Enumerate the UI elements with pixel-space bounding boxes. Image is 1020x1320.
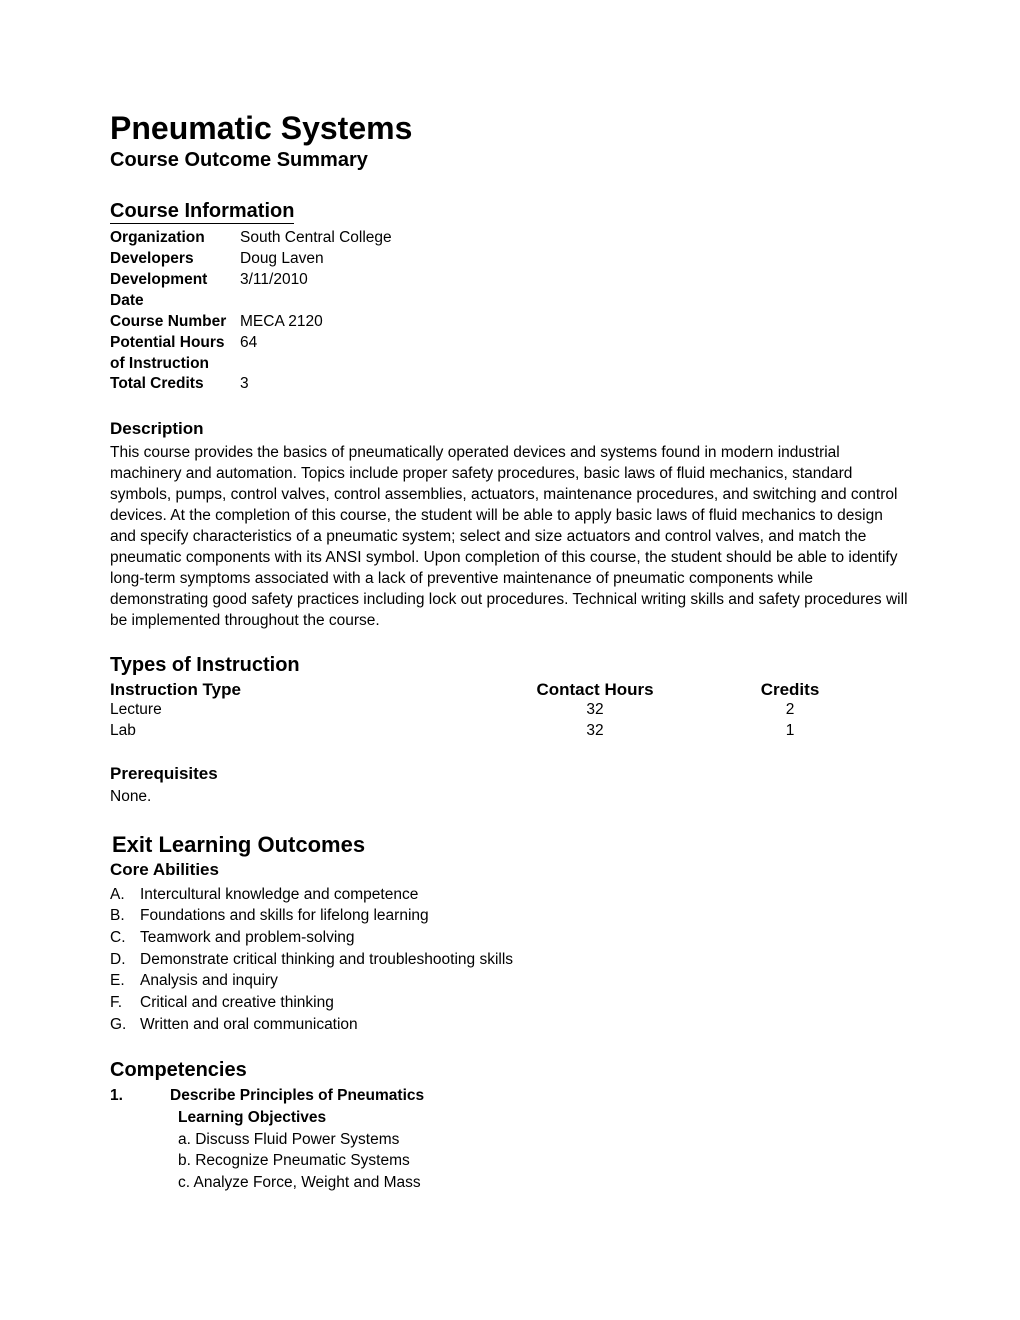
info-label: Developers	[110, 249, 240, 270]
ability-letter: D.	[110, 949, 140, 971]
ability-text: Intercultural knowledge and competence	[140, 884, 910, 906]
ability-row: C. Teamwork and problem-solving	[110, 927, 910, 949]
info-value: MECA 2120	[240, 312, 910, 333]
ability-letter: C.	[110, 927, 140, 949]
description-text: This course provides the basics of pneum…	[110, 443, 910, 631]
info-value: 3	[240, 374, 910, 395]
info-value: South Central College	[240, 228, 910, 249]
course-info-block: Course Information Organization South Ce…	[110, 200, 910, 395]
page-container: Pneumatic Systems Course Outcome Summary…	[0, 0, 1020, 1320]
info-label: Potential Hours of Instruction	[110, 333, 240, 375]
ability-letter: E.	[110, 970, 140, 992]
outcomes-heading: Exit Learning Outcomes	[112, 832, 910, 858]
ability-letter: G.	[110, 1014, 140, 1036]
ability-row: B. Foundations and skills for lifelong l…	[110, 905, 910, 927]
types-heading: Types of Instruction	[110, 654, 910, 676]
description-block: Description This course provides the bas…	[110, 419, 910, 631]
prereq-text: None.	[110, 788, 910, 806]
ability-row: D. Demonstrate critical thinking and tro…	[110, 949, 910, 971]
types-row: Lab 32 1	[110, 721, 910, 742]
competencies-heading: Competencies	[110, 1059, 910, 1081]
abilities-heading: Core Abilities	[110, 860, 910, 880]
col-header-type: Instruction Type	[110, 680, 490, 700]
info-row: Course Number MECA 2120	[110, 312, 910, 333]
info-label: Organization	[110, 228, 240, 249]
types-row: Lecture 32 2	[110, 700, 910, 721]
info-row: Total Credits 3	[110, 374, 910, 395]
objective-row: c. Analyze Force, Weight and Mass	[178, 1172, 910, 1194]
cell-type: Lecture	[110, 700, 490, 721]
info-label: Total Credits	[110, 374, 240, 395]
ability-text: Teamwork and problem-solving	[140, 927, 910, 949]
competency-number: 1.	[110, 1085, 170, 1193]
competencies-block: Competencies 1. Describe Principles of P…	[110, 1059, 910, 1193]
cell-credits: 1	[700, 721, 880, 742]
cell-credits: 2	[700, 700, 880, 721]
info-label: Course Number	[110, 312, 240, 333]
prereq-block: Prerequisites None.	[110, 764, 910, 806]
cell-hours: 32	[490, 721, 700, 742]
ability-text: Analysis and inquiry	[140, 970, 910, 992]
description-heading: Description	[110, 419, 910, 439]
info-label: Development Date	[110, 270, 240, 312]
competency-body: Describe Principles of Pneumatics Learni…	[170, 1085, 910, 1193]
info-row: Development Date 3/11/2010	[110, 270, 910, 312]
ability-text: Foundations and skills for lifelong lear…	[140, 905, 910, 927]
objective-row: b. Recognize Pneumatic Systems	[178, 1150, 910, 1172]
competency-subheading: Learning Objectives	[178, 1107, 910, 1129]
competency-row: 1. Describe Principles of Pneumatics Lea…	[110, 1085, 910, 1193]
objective-row: a. Discuss Fluid Power Systems	[178, 1129, 910, 1151]
abilities-list: A. Intercultural knowledge and competenc…	[110, 884, 910, 1036]
ability-text: Critical and creative thinking	[140, 992, 910, 1014]
outcomes-block: Exit Learning Outcomes Core Abilities A.…	[110, 832, 910, 1036]
course-info-heading: Course Information	[110, 200, 294, 224]
cell-hours: 32	[490, 700, 700, 721]
col-header-credits: Credits	[700, 680, 880, 700]
info-value: Doug Laven	[240, 249, 910, 270]
col-header-hours: Contact Hours	[490, 680, 700, 700]
info-value: 64	[240, 333, 910, 375]
ability-row: E. Analysis and inquiry	[110, 970, 910, 992]
document-title: Pneumatic Systems	[110, 110, 910, 147]
info-row: Potential Hours of Instruction 64	[110, 333, 910, 375]
types-table-header: Instruction Type Contact Hours Credits	[110, 680, 910, 700]
ability-letter: A.	[110, 884, 140, 906]
types-block: Types of Instruction Instruction Type Co…	[110, 654, 910, 742]
prereq-heading: Prerequisites	[110, 764, 910, 784]
ability-letter: F.	[110, 992, 140, 1014]
info-row: Developers Doug Laven	[110, 249, 910, 270]
info-row: Organization South Central College	[110, 228, 910, 249]
info-value: 3/11/2010	[240, 270, 910, 312]
course-info-table: Organization South Central College Devel…	[110, 228, 910, 395]
document-subtitle: Course Outcome Summary	[110, 149, 910, 172]
competency-title: Describe Principles of Pneumatics	[170, 1085, 910, 1107]
ability-text: Demonstrate critical thinking and troubl…	[140, 949, 910, 971]
ability-row: G. Written and oral communication	[110, 1014, 910, 1036]
cell-type: Lab	[110, 721, 490, 742]
ability-letter: B.	[110, 905, 140, 927]
ability-row: F. Critical and creative thinking	[110, 992, 910, 1014]
ability-row: A. Intercultural knowledge and competenc…	[110, 884, 910, 906]
ability-text: Written and oral communication	[140, 1014, 910, 1036]
